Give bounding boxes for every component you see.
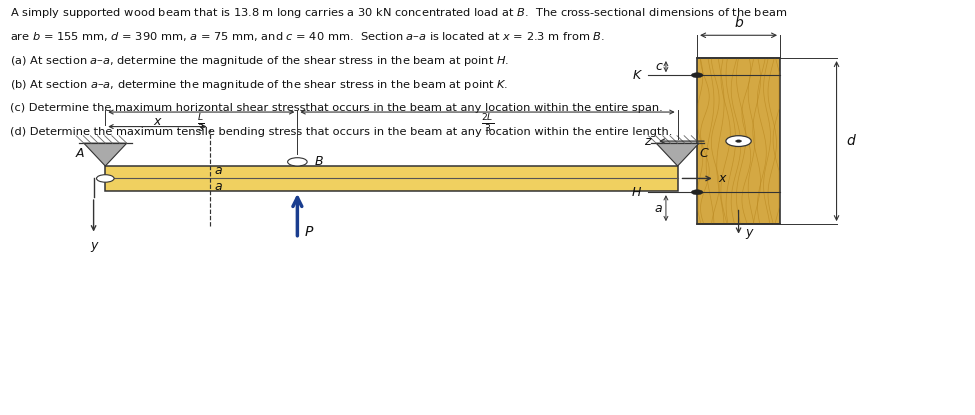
Text: (d) Determine the maximum tensile bending stress that occurs in the beam at any : (d) Determine the maximum tensile bendin… (10, 127, 672, 137)
Text: $\frac{L}{3}$: $\frac{L}{3}$ (197, 113, 206, 135)
Text: x: x (154, 115, 161, 128)
Text: (c) Determine the maximum horizontal shear stress​that occurs in the beam at any: (c) Determine the maximum horizontal she… (10, 103, 662, 112)
Text: (a) At section $\it{a}$–$\it{a}$, determine the magnitude of the shear stress in: (a) At section $\it{a}$–$\it{a}$, determ… (10, 54, 509, 68)
Text: a: a (214, 180, 222, 193)
Text: c: c (655, 60, 662, 73)
Circle shape (691, 190, 703, 195)
Text: a: a (654, 202, 662, 215)
Text: (b) At section $\it{a}$–$\it{a}$, determine the magnitude of the shear stress in: (b) At section $\it{a}$–$\it{a}$, determ… (10, 78, 508, 93)
Polygon shape (656, 143, 699, 166)
Text: y: y (746, 226, 753, 239)
Text: K: K (633, 69, 641, 82)
Circle shape (288, 158, 307, 166)
Text: P: P (304, 225, 313, 239)
Circle shape (736, 140, 742, 142)
Text: x: x (719, 172, 726, 185)
Text: A simply supported wood beam that is 13.8 m long carries a 30 kN concentrated lo: A simply supported wood beam that is 13.… (10, 6, 787, 20)
Bar (105, 166, 678, 191)
Text: B: B (315, 155, 324, 168)
Text: H: H (631, 186, 641, 199)
Polygon shape (84, 143, 127, 166)
Text: $\frac{2L}{3}$: $\frac{2L}{3}$ (481, 113, 494, 135)
Text: a: a (214, 164, 222, 177)
Text: b: b (734, 16, 743, 30)
Circle shape (691, 73, 703, 78)
Text: C: C (699, 147, 708, 160)
Text: A: A (75, 147, 84, 160)
Text: d: d (846, 134, 855, 148)
Text: z: z (644, 134, 650, 148)
Text: are $\it{b}$ = 155 mm, $\it{d}$ = 390 mm, $\it{a}$ = 75 mm, and $\it{c}$ = 40 mm: are $\it{b}$ = 155 mm, $\it{d}$ = 390 mm… (10, 30, 604, 43)
Circle shape (726, 136, 752, 146)
Circle shape (97, 175, 114, 182)
Text: y: y (90, 239, 98, 251)
Bar (697, 58, 780, 224)
